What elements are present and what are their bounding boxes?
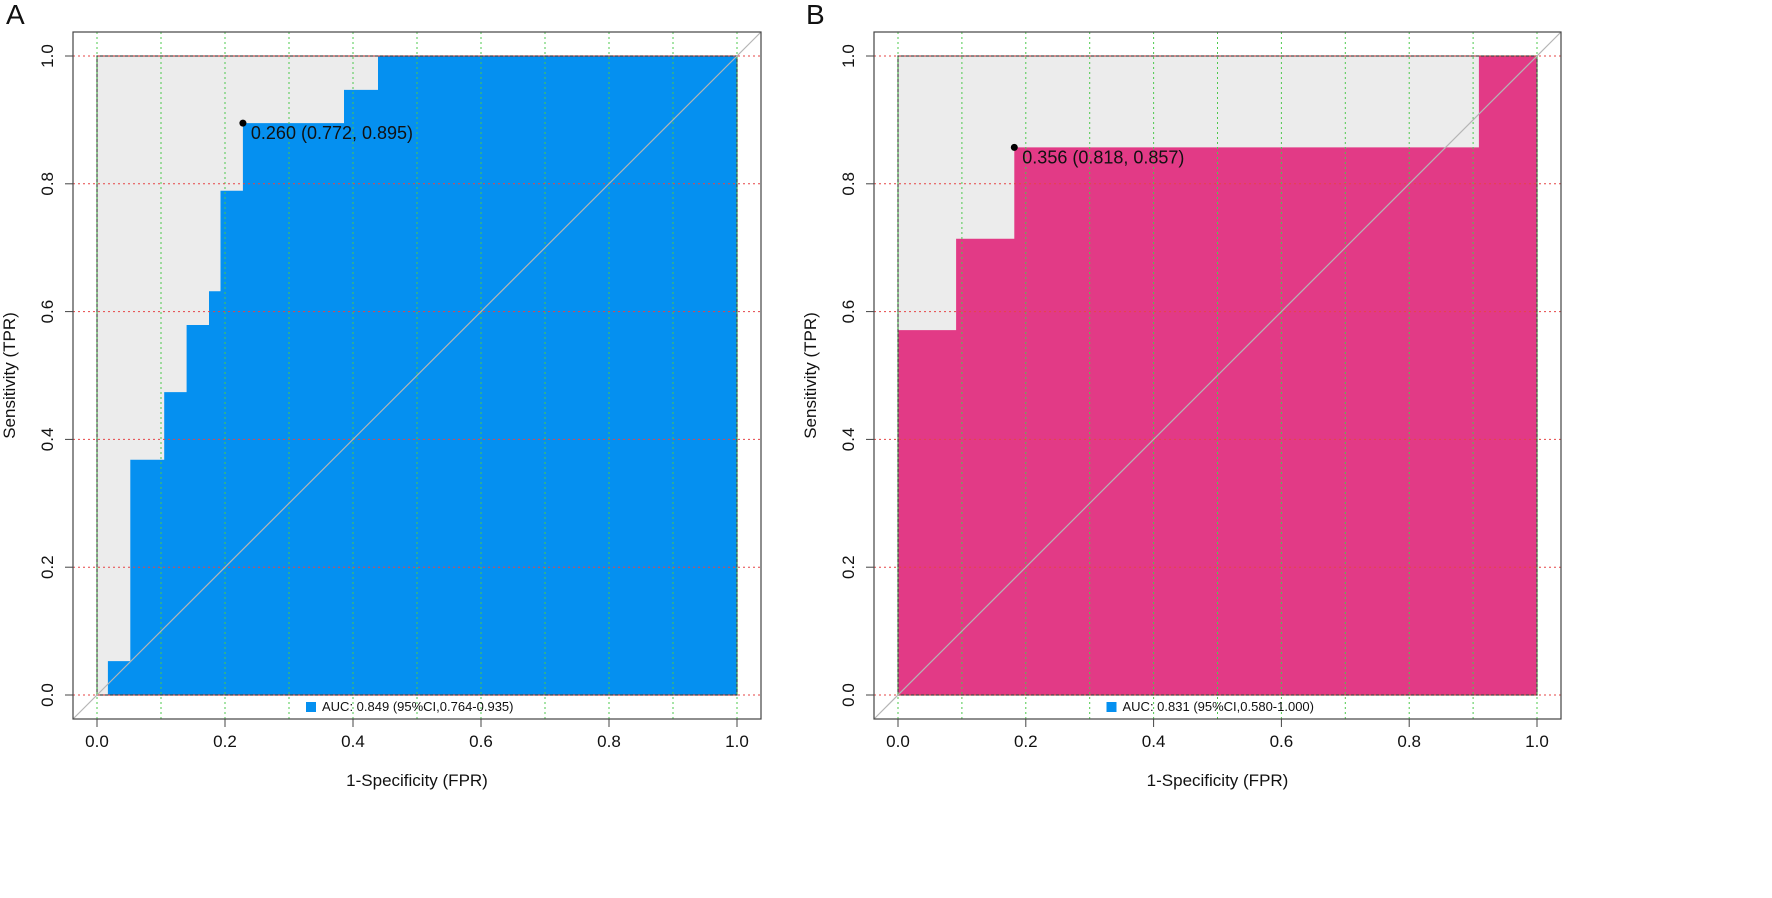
y-axis-title: Sensitivity (TPR) [801,312,820,439]
panel-label: B [806,0,825,30]
x-tick-label: 0.2 [1014,732,1038,751]
best-threshold-point [239,119,247,127]
best-threshold-label: 0.260 (0.772, 0.895) [251,123,413,143]
x-tick-label: 0.4 [1142,732,1166,751]
legend-swatch [1106,702,1117,712]
plot-frame [897,55,1538,696]
y-tick-label: 0.4 [839,428,858,452]
y-tick-label: 1.0 [38,44,57,68]
x-tick-label: 0.4 [341,732,365,751]
legend: AUC: 0.849 (95%CI,0.764-0.935) [306,699,514,714]
x-tick-label: 0.0 [886,732,910,751]
diagonal-reference-line [873,31,1562,720]
x-tick-label: 0.8 [597,732,621,751]
legend: AUC: 0.831 (95%CI,0.580-1.000) [1106,699,1315,714]
x-tick-label: 0.0 [85,732,109,751]
y-tick-label: 0.8 [839,172,858,196]
best-threshold-point [1010,143,1018,151]
y-tick-label: 0.0 [839,683,858,707]
legend-swatch [306,702,316,712]
roc-panel-b: B 0.0 0.2 0.4 0.6 0.8 1.0 0.0 0.2 0.4 0.6 0.8 1.0 1-S… [801,0,1562,790]
y-tick-label: 0.8 [38,172,57,196]
diagonal-reference-line [72,31,762,720]
axis-box [72,31,762,720]
plot-frame [96,55,738,696]
axis-box [873,31,1562,720]
x-axis-title: 1-Specificity (FPR) [346,771,488,790]
roc-panel-a: A 0.0 0.2 0.4 0.6 0.8 1.0 0.0 0.2 0.4 0.6 0.8 1.0 1-S… [0,0,762,790]
x-tick-label: 0.8 [1397,732,1421,751]
x-tick-label: 0.6 [1270,732,1294,751]
legend-label: AUC: 0.831 (95%CI,0.580-1.000) [1123,699,1315,714]
y-tick-label: 0.6 [839,300,858,324]
y-tick-label: 0.2 [839,555,858,579]
legend-label: AUC: 0.849 (95%CI,0.764-0.935) [322,699,514,714]
y-tick-label: 0.0 [38,683,57,707]
y-tick-label: 1.0 [839,44,858,68]
y-tick-label: 0.2 [38,555,57,579]
y-tick-label: 0.4 [38,428,57,452]
panel-label: A [6,0,25,30]
x-tick-label: 1.0 [725,732,749,751]
best-threshold-label: 0.356 (0.818, 0.857) [1022,147,1184,167]
y-axis-title: Sensitivity (TPR) [0,312,19,439]
x-tick-label: 0.2 [213,732,237,751]
y-tick-label: 0.6 [38,300,57,324]
x-tick-label: 1.0 [1525,732,1549,751]
x-tick-label: 0.6 [469,732,493,751]
x-axis-title: 1-Specificity (FPR) [1147,771,1289,790]
